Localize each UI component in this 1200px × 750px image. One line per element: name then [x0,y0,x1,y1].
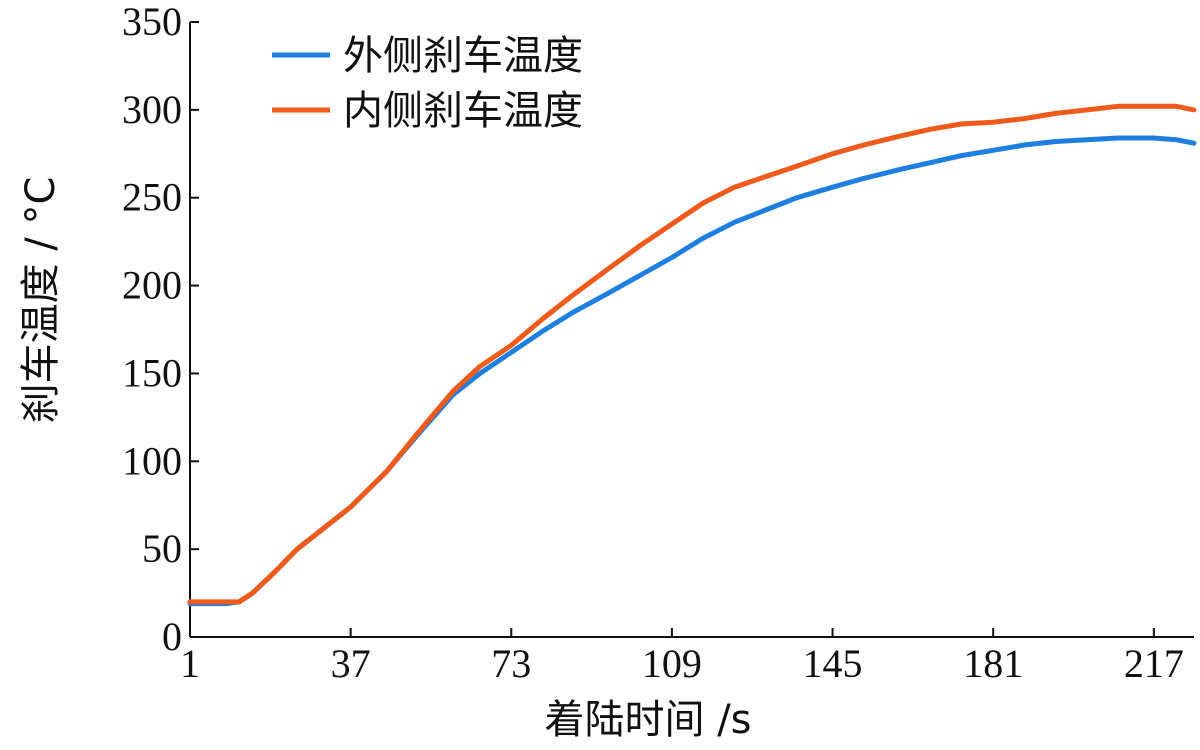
legend-label-1: 外侧刹车温度 [343,33,583,79]
x-axis-title: 着陆时间 /s [544,697,751,743]
legend-label-2: 内侧刹车温度 [343,88,583,134]
x-tick-label: 109 [642,641,702,686]
y-tick-label: 100 [122,438,182,483]
y-tick-label: 350 [122,0,182,44]
x-tick-label: 37 [331,641,371,686]
x-tick-label: 1 [180,641,200,686]
y-axis-title: 刹车温度 / °C [18,177,64,424]
x-tick-label: 73 [491,641,531,686]
x-tick-label: 145 [803,641,863,686]
y-tick-label: 250 [122,175,182,220]
x-tick-label: 217 [1124,641,1184,686]
y-tick-label: 150 [122,350,182,395]
y-tick-label: 50 [142,526,182,571]
x-tick-label: 181 [963,641,1023,686]
y-tick-label: 200 [122,263,182,308]
ticks: 0 50 100 150 200 250 300 350 1 37 73 109 145 181 217 [122,0,1184,686]
series-line-2 [187,103,1197,605]
y-tick-label: 0 [162,614,182,659]
y-tick-label: 300 [122,87,182,132]
axes [189,22,1194,638]
series-lines [187,103,1197,607]
